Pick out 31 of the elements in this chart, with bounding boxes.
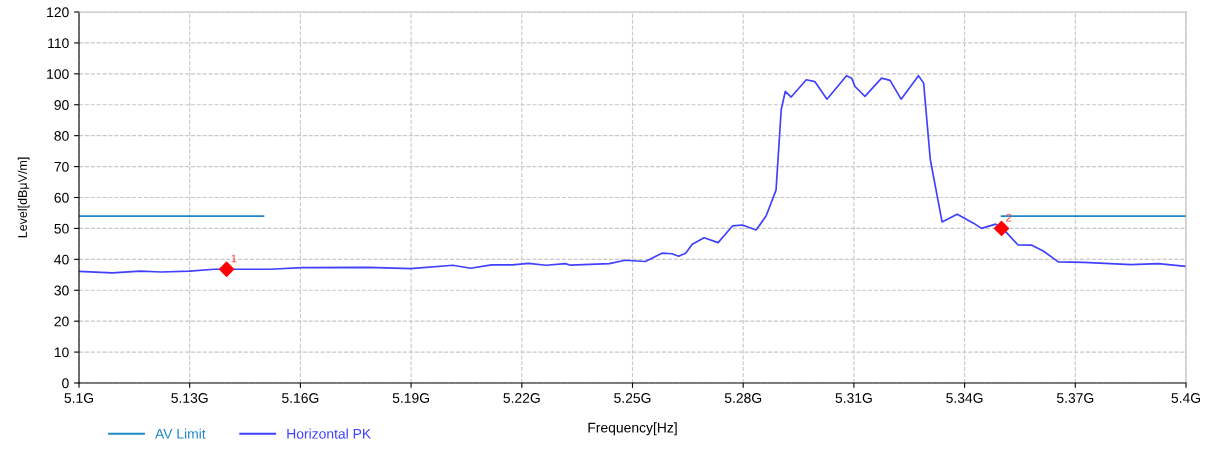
x-tick-label: 5.13G bbox=[171, 393, 208, 403]
y-tick-label: 20 bbox=[54, 316, 69, 327]
y-axis-title: Level[dBμV/m] bbox=[17, 157, 30, 238]
y-tick-label: 50 bbox=[54, 223, 69, 234]
y-tick-label: 120 bbox=[47, 7, 69, 18]
x-tick-label: 5.22G bbox=[503, 393, 540, 403]
legend-label: Horizontal PK bbox=[287, 428, 371, 439]
y-tick-label: 70 bbox=[54, 161, 69, 172]
annotation: 2 bbox=[1006, 213, 1012, 222]
x-tick-label: 5.1G bbox=[64, 393, 94, 403]
y-tick-label: 60 bbox=[54, 192, 69, 203]
y-tick-label: 80 bbox=[54, 131, 69, 141]
x-tick-label: 5.4G bbox=[1171, 393, 1201, 403]
legend-label: AV Limit bbox=[155, 428, 206, 439]
x-axis-title: Frequency[Hz] bbox=[588, 422, 677, 436]
x-tick-label: 5.28G bbox=[724, 393, 762, 403]
x-tick-label: 5.19G bbox=[392, 393, 429, 403]
y-tick-label: 100 bbox=[47, 69, 69, 79]
x-tick-label: 5.34G bbox=[946, 393, 983, 403]
y-tick-label: 40 bbox=[54, 254, 69, 265]
y-tick-label: 110 bbox=[48, 38, 69, 49]
x-tick-label: 5.25G bbox=[614, 393, 651, 403]
y-tick-label: 0 bbox=[62, 378, 69, 389]
x-tick-label: 5.16G bbox=[282, 393, 319, 403]
x-tick-label: 5.31G bbox=[835, 393, 872, 403]
line-series bbox=[79, 74, 1186, 274]
annotation: 1 bbox=[231, 254, 237, 263]
y-tick-label: 10 bbox=[54, 347, 69, 358]
y-tick-label: 90 bbox=[54, 100, 69, 110]
y-tick-label: 30 bbox=[54, 285, 69, 296]
x-tick-label: 5.37G bbox=[1056, 393, 1094, 403]
